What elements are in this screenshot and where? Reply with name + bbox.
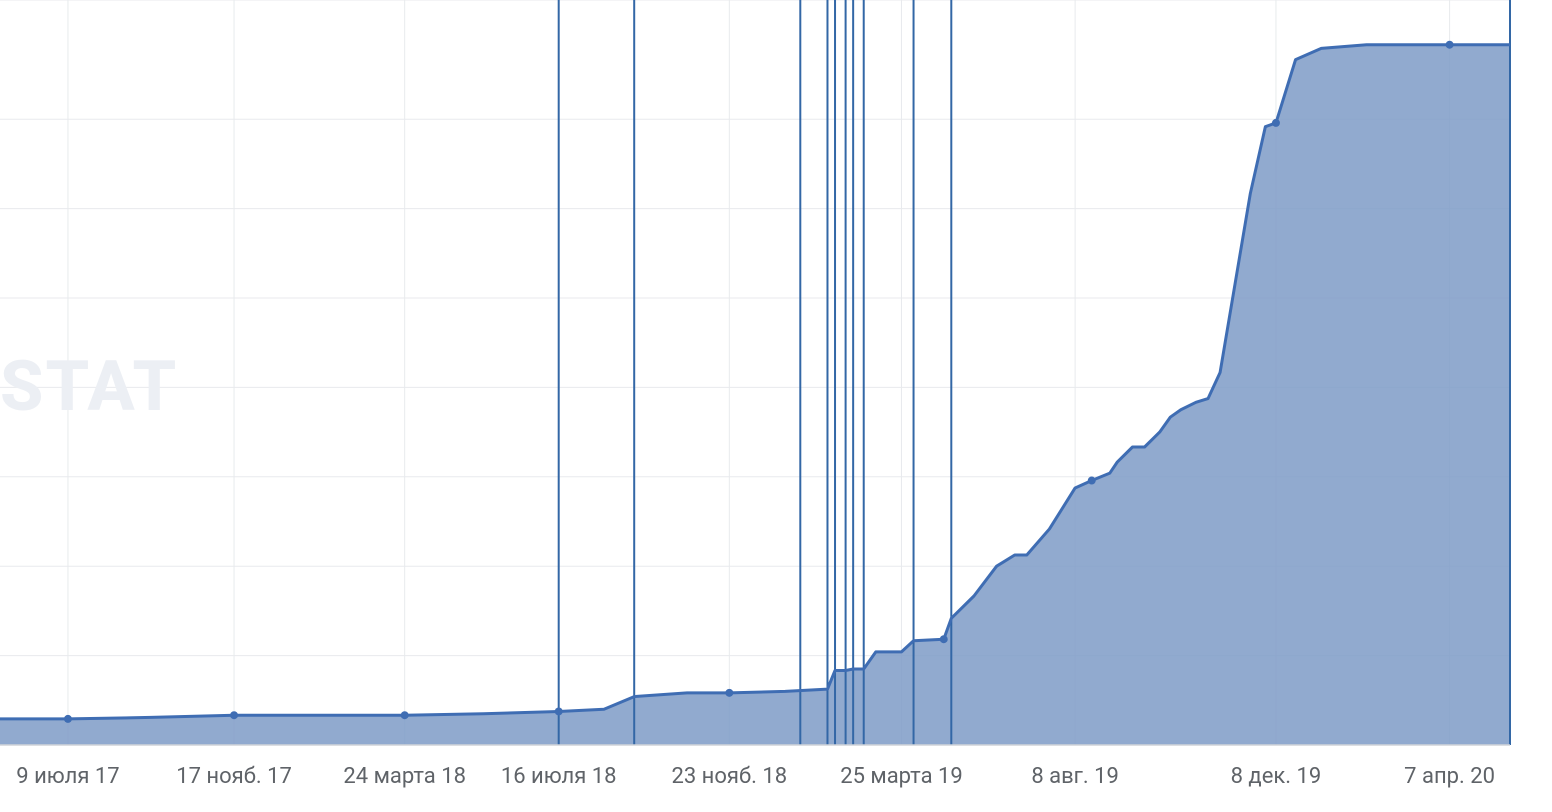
- x-tick-label: 23 нояб. 18: [672, 764, 788, 789]
- data-marker[interactable]: [401, 711, 409, 719]
- x-tick-label: 7 апр. 20: [1404, 764, 1495, 789]
- data-marker[interactable]: [940, 635, 948, 643]
- data-marker[interactable]: [1272, 119, 1280, 127]
- x-tick-label: 16 июля 18: [501, 764, 617, 789]
- data-marker[interactable]: [1446, 41, 1454, 49]
- x-axis-labels: 9 июля 17 17 нояб. 17 24 марта 18 16 июля 1…: [16, 764, 1495, 789]
- x-tick-label: 24 марта 18: [343, 764, 466, 789]
- area-chart: STAT 9 июля 17 17 нояб. 17 24 марта 18 16 ию…: [0, 0, 1552, 812]
- data-marker[interactable]: [1088, 477, 1096, 485]
- x-tick-label: 9 июля 17: [16, 764, 119, 789]
- watermark-text: STAT: [0, 346, 178, 428]
- x-tick-label: 25 марта 19: [840, 764, 963, 789]
- data-marker[interactable]: [555, 707, 563, 715]
- data-marker[interactable]: [725, 689, 733, 697]
- x-tick-label: 8 авг. 19: [1031, 764, 1119, 789]
- data-marker[interactable]: [64, 715, 72, 723]
- x-tick-label: 17 нояб. 17: [176, 764, 292, 789]
- chart-container: STAT 9 июля 17 17 нояб. 17 24 марта 18 16 ию…: [0, 0, 1552, 812]
- data-marker[interactable]: [230, 711, 238, 719]
- x-tick-label: 8 дек. 19: [1231, 764, 1322, 789]
